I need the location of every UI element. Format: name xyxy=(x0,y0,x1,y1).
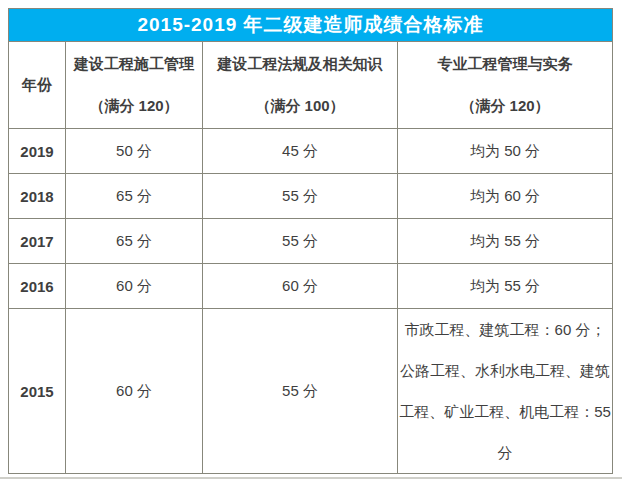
regulations-score-cell: 55 分 xyxy=(203,309,398,474)
page: 2015-2019 年二级建造师成绩合格标准 年份 建设工程施工管理 （满分 1… xyxy=(0,0,622,482)
column-header-practice-sub: （满分 120） xyxy=(400,85,610,127)
column-header-practice: 专业工程管理与实务 （满分 120） xyxy=(398,42,613,129)
management-score-cell: 65 分 xyxy=(66,174,203,219)
passing-score-table: 2015-2019 年二级建造师成绩合格标准 年份 建设工程施工管理 （满分 1… xyxy=(8,8,613,474)
management-score-cell: 60 分 xyxy=(66,264,203,309)
table-row-2016: 2016 60 分 60 分 均为 55 分 xyxy=(9,264,613,309)
table-title-row: 2015-2019 年二级建造师成绩合格标准 xyxy=(9,9,613,42)
column-header-practice-label: 专业工程管理与实务 xyxy=(400,43,610,85)
regulations-score-cell: 55 分 xyxy=(203,174,398,219)
practice-score-cell: 均为 55 分 xyxy=(398,219,613,264)
bottom-divider xyxy=(0,477,622,479)
management-score-cell: 65 分 xyxy=(66,219,203,264)
regulations-score-cell: 60 分 xyxy=(203,264,398,309)
practice-score-cell: 均为 50 分 xyxy=(398,129,613,174)
regulations-score-cell: 45 分 xyxy=(203,129,398,174)
year-cell: 2019 xyxy=(9,129,66,174)
regulations-score-cell: 55 分 xyxy=(203,219,398,264)
year-cell: 2016 xyxy=(9,264,66,309)
table-title: 2015-2019 年二级建造师成绩合格标准 xyxy=(9,9,613,42)
column-header-regulations: 建设工程法规及相关知识 （满分 100） xyxy=(203,42,398,129)
column-header-regulations-sub: （满分 100） xyxy=(205,85,395,127)
management-score-cell: 50 分 xyxy=(66,129,203,174)
table-header-row: 年份 建设工程施工管理 （满分 120） 建设工程法规及相关知识 （满分 100… xyxy=(9,42,613,129)
column-header-regulations-label: 建设工程法规及相关知识 xyxy=(205,43,395,85)
table-row-2015: 2015 60 分 55 分 市政工程、建筑工程：60 分；公路工程、水利水电工… xyxy=(9,309,613,474)
column-header-year: 年份 xyxy=(9,42,66,129)
year-cell: 2017 xyxy=(9,219,66,264)
column-header-year-label: 年份 xyxy=(11,64,63,106)
table-row-2018: 2018 65 分 55 分 均为 60 分 xyxy=(9,174,613,219)
year-cell: 2018 xyxy=(9,174,66,219)
table-row-2019: 2019 50 分 45 分 均为 50 分 xyxy=(9,129,613,174)
year-cell: 2015 xyxy=(9,309,66,474)
table-row-2017: 2017 65 分 55 分 均为 55 分 xyxy=(9,219,613,264)
column-header-management: 建设工程施工管理 （满分 120） xyxy=(66,42,203,129)
column-header-management-sub: （满分 120） xyxy=(68,85,200,127)
column-header-management-label: 建设工程施工管理 xyxy=(68,43,200,85)
practice-score-cell: 均为 60 分 xyxy=(398,174,613,219)
practice-score-cell: 市政工程、建筑工程：60 分；公路工程、水利水电工程、建筑工程、矿业工程、机电工… xyxy=(398,309,613,474)
practice-score-cell: 均为 55 分 xyxy=(398,264,613,309)
management-score-cell: 60 分 xyxy=(66,309,203,474)
